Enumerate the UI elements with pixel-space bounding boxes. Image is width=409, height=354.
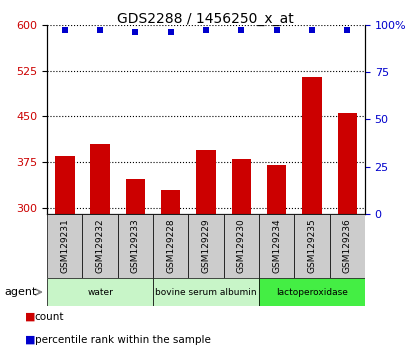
Bar (161, 190, 180, 214)
Point (132, 29, 138, 35)
Bar (231, 159, 250, 214)
Bar (301, 77, 321, 214)
Text: GSM129235: GSM129235 (307, 219, 316, 273)
Text: GSM129228: GSM129228 (166, 219, 175, 273)
Text: GSM129230: GSM129230 (236, 219, 245, 273)
Bar (153, 214, 188, 278)
Text: GSM129232: GSM129232 (95, 219, 104, 273)
Bar (47, 214, 82, 278)
Point (238, 28, 244, 33)
Bar (258, 214, 294, 278)
Text: GSM129234: GSM129234 (272, 219, 281, 273)
Point (308, 28, 315, 33)
Bar (90, 144, 110, 214)
Bar (223, 214, 258, 278)
Bar (126, 179, 145, 214)
Text: lactoperoxidase: lactoperoxidase (275, 287, 347, 297)
Bar (329, 214, 364, 278)
Bar (55, 156, 74, 214)
Point (343, 28, 350, 33)
Bar (188, 214, 223, 278)
Bar (82, 214, 117, 278)
Text: GSM129233: GSM129233 (130, 219, 139, 273)
Text: GSM129229: GSM129229 (201, 219, 210, 273)
Text: ■: ■ (25, 312, 35, 322)
Text: percentile rank within the sample: percentile rank within the sample (35, 335, 210, 345)
Bar (266, 165, 285, 214)
Bar (153, 278, 258, 306)
Text: GSM129231: GSM129231 (60, 219, 69, 273)
Bar (47, 278, 153, 306)
Point (97, 28, 103, 33)
Bar (337, 113, 356, 214)
Text: water: water (87, 287, 113, 297)
Point (202, 28, 209, 33)
Point (167, 29, 173, 35)
Text: count: count (35, 312, 64, 322)
Bar (258, 278, 364, 306)
Bar (196, 150, 215, 214)
Point (273, 28, 279, 33)
Bar (294, 214, 329, 278)
Text: GSM129236: GSM129236 (342, 219, 351, 273)
Text: ■: ■ (25, 335, 35, 345)
Text: GDS2288 / 1456250_x_at: GDS2288 / 1456250_x_at (116, 12, 293, 27)
Bar (117, 214, 153, 278)
Point (61, 28, 68, 33)
Text: agent: agent (4, 287, 36, 297)
Text: bovine serum albumin: bovine serum albumin (155, 287, 256, 297)
